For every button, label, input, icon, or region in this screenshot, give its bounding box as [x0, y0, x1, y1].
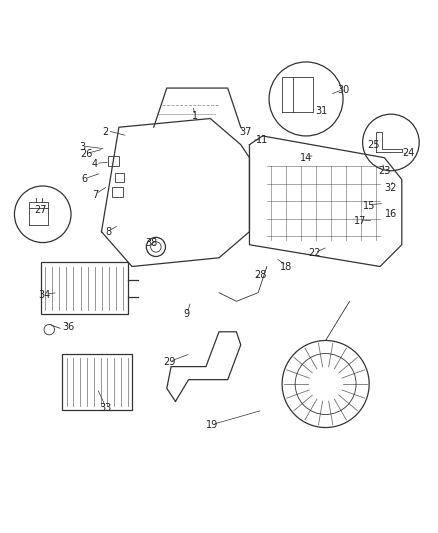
Text: 23: 23: [378, 166, 391, 176]
Text: 15: 15: [363, 200, 375, 211]
Text: 24: 24: [402, 148, 414, 158]
Text: 9: 9: [183, 309, 189, 319]
Text: 34: 34: [39, 290, 51, 300]
Text: 19: 19: [206, 421, 219, 430]
Text: 8: 8: [105, 227, 111, 237]
Text: 33: 33: [100, 403, 112, 413]
Text: 31: 31: [315, 106, 327, 116]
Text: 17: 17: [354, 216, 367, 226]
Text: 30: 30: [337, 85, 349, 95]
Text: 27: 27: [34, 205, 47, 215]
Text: 2: 2: [103, 126, 109, 136]
Text: 32: 32: [385, 183, 397, 193]
Text: 18: 18: [280, 262, 293, 271]
Text: 37: 37: [239, 126, 251, 136]
Text: 6: 6: [81, 174, 87, 184]
Text: 4: 4: [92, 159, 98, 169]
Text: 22: 22: [308, 248, 321, 259]
Text: 25: 25: [367, 140, 380, 150]
Text: 1: 1: [192, 111, 198, 122]
Text: 38: 38: [145, 238, 158, 247]
Text: 3: 3: [79, 142, 85, 152]
Text: 11: 11: [256, 135, 268, 146]
Text: 29: 29: [163, 357, 175, 367]
Text: 28: 28: [254, 270, 267, 280]
Bar: [115, 173, 124, 182]
Text: 14: 14: [300, 152, 312, 163]
Bar: [113, 187, 123, 197]
Text: 26: 26: [80, 149, 92, 159]
Bar: [108, 156, 119, 166]
Text: 16: 16: [385, 209, 397, 219]
Text: 7: 7: [92, 190, 98, 200]
Text: 36: 36: [63, 322, 75, 333]
